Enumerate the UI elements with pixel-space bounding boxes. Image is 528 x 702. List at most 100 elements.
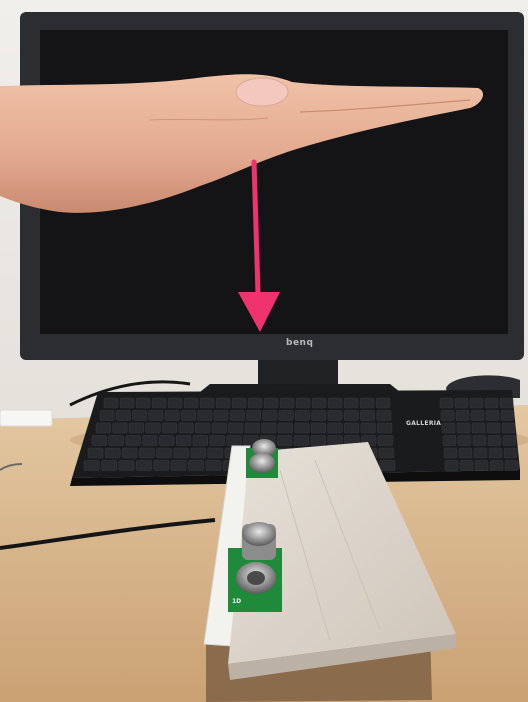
keyboard-key [376,410,392,421]
hand [0,74,484,213]
wood-grain [279,469,331,641]
keyboard-key [377,435,394,446]
keyboard-key [489,460,504,471]
keyboard-key [199,397,215,409]
keyboard-key [108,435,124,446]
keyboard-key [211,422,227,434]
white-item [0,409,53,427]
keyboard-key [327,435,343,446]
keyboard-key [503,447,518,459]
keyboard-key [472,435,487,446]
keyboard-key [444,460,459,471]
keyboard-key [469,397,484,409]
keyboard-key [83,460,100,471]
pen [0,463,23,471]
keyboard-key [263,397,279,409]
finger-crease [299,99,471,113]
keyboard-key [262,410,278,421]
keyboard-key [359,397,375,409]
keyboard-key [207,447,224,459]
keyboard-key [378,447,395,459]
keyboard-key [246,410,262,421]
keyboard-key [261,422,277,434]
keyboard-key [311,397,327,409]
keyboard-key [459,460,474,471]
keyboard-key [487,435,502,446]
keyboard-key [228,422,244,434]
keyboard-key [484,397,499,409]
keyboard-key [192,435,209,446]
keyboard-key [294,422,310,434]
keyboard-key [91,435,108,446]
keyboard-key [276,435,293,446]
keyboard-key [164,410,180,421]
keyboard-key [499,397,514,409]
keyboard-key [327,397,343,409]
keyboard-key [277,422,293,434]
downward-arrow [238,159,280,332]
keyboard-key [344,422,360,434]
keyboard-key [278,410,294,421]
keyboard-key [226,435,242,446]
palm-crease [149,117,269,121]
keyboard-key [485,410,500,421]
keyboard-key [118,460,135,471]
keyboard-key [135,397,151,409]
cable-sensor [0,518,216,550]
keyboard-key [148,410,164,421]
ultrasonic-sensor-upper [246,439,278,478]
keyboard-key [175,435,192,446]
keyboard-brand-logo: GALLERIA [406,420,442,427]
keyboard-key [209,435,225,446]
keyboard-key [500,410,515,421]
keyboard-key [457,435,472,446]
keyboard-key [454,397,469,409]
sensor-board-label: 1D [232,598,242,605]
keyboard-key [440,410,455,421]
keyboard-key [170,460,187,471]
keyboard-key [441,422,456,434]
keyboard-key [142,435,158,446]
keyboard-key [310,422,327,434]
keyboard-key [360,410,375,421]
sensor-transducer [242,522,276,546]
keyboard-key [112,422,128,434]
keyboard-key [173,447,189,459]
wooden-board-edge [228,634,456,680]
keyboard-key [159,435,175,446]
monitor-stand-neck [258,360,338,386]
keyboard-key [229,410,245,421]
wood-grain [314,459,381,631]
keyboard-key [279,397,295,409]
keyboard-key [161,422,178,434]
keyboard-key [311,410,327,421]
keyboard-key [439,397,454,409]
monitor-brand-logo: benq [286,338,314,348]
keyboard-key [139,447,155,459]
keyboard-key [121,447,138,459]
keyboard-key [104,447,121,459]
keyboard-key [295,397,311,409]
keyboard-key [247,397,263,409]
keyboard-key [455,410,470,421]
wooden-board [228,442,456,664]
keyboard-key [181,410,196,421]
keyboard-key [125,435,141,446]
sensor-mesh [247,571,265,585]
keyboard-key [244,422,260,434]
keyboard-key [145,422,161,434]
keyboard-key [101,460,118,471]
keyboard-key [293,435,310,446]
keyboard-key [197,410,213,421]
ultrasonic-sensor-lower [228,522,282,612]
arrow-shaft [251,159,261,297]
keyboard-key [167,397,183,409]
keyboard-key [470,410,485,421]
keyboard-key [213,410,229,421]
keyboard-key [343,397,359,409]
keyboard-key [458,447,473,459]
keyboard-key [327,410,343,421]
keyboard-key [375,397,391,409]
keyboard-key [99,410,115,421]
